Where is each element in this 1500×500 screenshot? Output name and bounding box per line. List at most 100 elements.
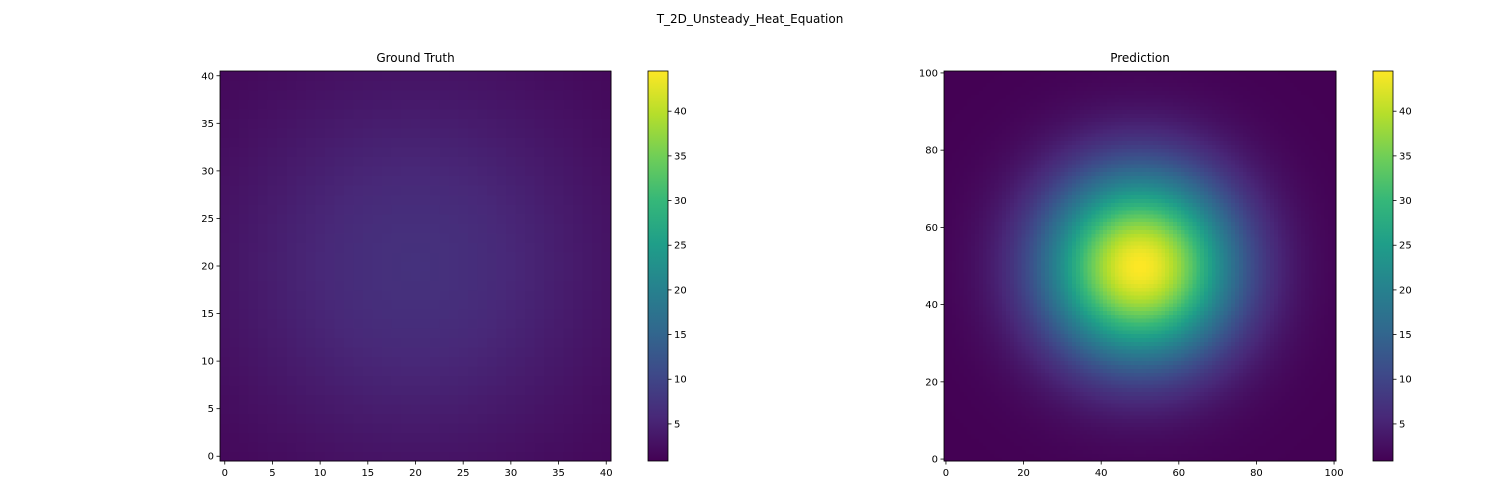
heatmap-cell [1033, 356, 1038, 362]
heatmap-cell [343, 403, 355, 415]
heatmap-cell [1083, 341, 1089, 346]
heatmap-cell [1041, 391, 1046, 396]
heatmap-cell [1297, 449, 1302, 454]
heatmap-cell [1013, 406, 1019, 412]
heatmap-cell [1293, 437, 1298, 443]
heatmap-cell [1328, 391, 1333, 396]
heatmap-cell [1270, 437, 1275, 443]
heatmap-cell [1200, 410, 1205, 416]
heatmap-cell [487, 441, 498, 453]
heatmap-cell [990, 368, 996, 373]
heatmap-cell [591, 118, 603, 129]
heatmap-cell [1029, 349, 1034, 354]
heatmap-cell [1165, 395, 1170, 400]
heatmap-cell [1316, 426, 1322, 431]
heatmap-cell [1021, 372, 1027, 377]
heatmap-cell [248, 71, 259, 82]
heatmap-cell [1130, 430, 1135, 435]
heatmap-cell [553, 213, 564, 224]
heatmap-cell [1200, 437, 1205, 443]
heatmap-cell [986, 449, 992, 454]
heatmap-cell [353, 213, 364, 224]
heatmap-cell [601, 175, 612, 186]
heatmap-cell [506, 356, 517, 367]
heatmap-cell [1200, 430, 1205, 435]
heatmap-cell [982, 349, 988, 354]
heatmap-cell [1281, 433, 1287, 439]
heatmap-cell [1316, 341, 1322, 346]
heatmap-cell [1285, 406, 1291, 412]
heatmap-cell [1301, 356, 1306, 362]
heatmap-cell [296, 308, 307, 319]
heatmap-cell [1044, 406, 1050, 412]
heatmap-cell [258, 80, 269, 91]
heatmap-cell [601, 422, 612, 434]
heatmap-cell [1227, 449, 1232, 454]
heatmap-cell [324, 451, 336, 462]
heatmap-cell [496, 232, 507, 243]
heatmap-cell [277, 327, 288, 338]
heatmap-cell [1044, 433, 1050, 439]
heatmap-cell [1231, 387, 1236, 393]
heatmap-cell [1223, 372, 1228, 377]
heatmap-cell [1048, 391, 1054, 396]
heatmap-cell [1180, 383, 1186, 389]
heatmap-cell [1200, 441, 1205, 447]
heatmap-cell [1176, 368, 1182, 373]
heatmap-cell [382, 223, 393, 234]
heatmap-cell [439, 194, 450, 205]
heatmap-cell [353, 185, 364, 196]
heatmap-cell [544, 166, 555, 177]
heatmap-cell [959, 422, 964, 427]
heatmap-cell [982, 437, 988, 443]
heatmap-cell [1204, 437, 1209, 443]
heatmap-cell [363, 204, 374, 215]
heatmap-cell [1285, 345, 1291, 350]
heatmap-cell [1273, 457, 1279, 462]
heatmap-cell [1328, 345, 1333, 350]
heatmap-cell [1304, 391, 1310, 396]
heatmap-cell [1161, 345, 1166, 350]
heatmap-cell [955, 453, 961, 458]
heatmap-cell [1107, 387, 1112, 393]
heatmap-cell [1207, 445, 1213, 451]
heatmap-cell [372, 80, 383, 91]
heatmap-cell [1304, 372, 1310, 377]
heatmap-cell [1219, 352, 1225, 358]
heatmap-cell [1277, 337, 1283, 342]
heatmap-cell [1037, 418, 1042, 423]
heatmap-cell [1056, 368, 1062, 373]
heatmap-cell [978, 426, 984, 431]
heatmap-cell [1021, 387, 1027, 393]
heatmap-cell [1172, 376, 1178, 381]
heatmap-cell [963, 349, 968, 354]
heatmap-cell [1328, 356, 1333, 362]
heatmap-cell [439, 346, 450, 357]
heatmap-cell [1308, 410, 1314, 416]
heatmap-cell [1297, 422, 1302, 427]
heatmap-cell [1161, 430, 1166, 435]
heatmap-cell [477, 299, 488, 310]
heatmap-cell [382, 365, 393, 376]
heatmap-cell [1312, 387, 1318, 393]
heatmap-cell [496, 175, 507, 186]
heatmap-cell [1134, 379, 1139, 385]
heatmap-cell [1207, 356, 1213, 362]
heatmap-cell [1238, 376, 1244, 381]
heatmap-cell [1165, 391, 1170, 396]
heatmap-cell [1107, 422, 1112, 427]
heatmap-cell [1141, 368, 1147, 373]
heatmap-cell [506, 147, 517, 158]
heatmap-cell [286, 346, 297, 357]
heatmap-cell [1157, 422, 1162, 427]
heatmap-cell [487, 356, 498, 367]
heatmap-cell [1242, 422, 1248, 427]
heatmap-cell [553, 289, 564, 300]
heatmap-cell [1099, 399, 1104, 404]
heatmap-cell [1025, 437, 1030, 443]
heatmap-cell [1285, 376, 1291, 381]
heatmap-cell [477, 147, 488, 158]
heatmap-cell [1095, 345, 1100, 350]
heatmap-cell [1169, 399, 1174, 404]
heatmap-cell [334, 204, 345, 215]
